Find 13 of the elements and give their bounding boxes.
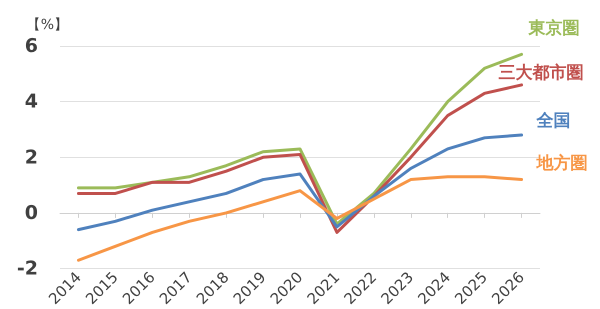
y-tick-label: 0 xyxy=(24,202,38,224)
line-series xyxy=(76,83,524,234)
series-label: 地方圏 xyxy=(536,154,588,174)
series-label: 全国 xyxy=(536,111,571,132)
line-series xyxy=(76,175,524,262)
line-series xyxy=(76,134,524,232)
y-axis-title: 【%】 xyxy=(26,17,68,33)
y-tick-label: 4 xyxy=(24,90,38,113)
series-label: 三大都市圏 xyxy=(498,62,584,83)
y-tick-label: 6 xyxy=(24,35,38,57)
y-tick-label: 2 xyxy=(24,146,38,168)
series-label: 東京圏 xyxy=(528,18,580,38)
y-tick-label: -2 xyxy=(16,258,38,280)
